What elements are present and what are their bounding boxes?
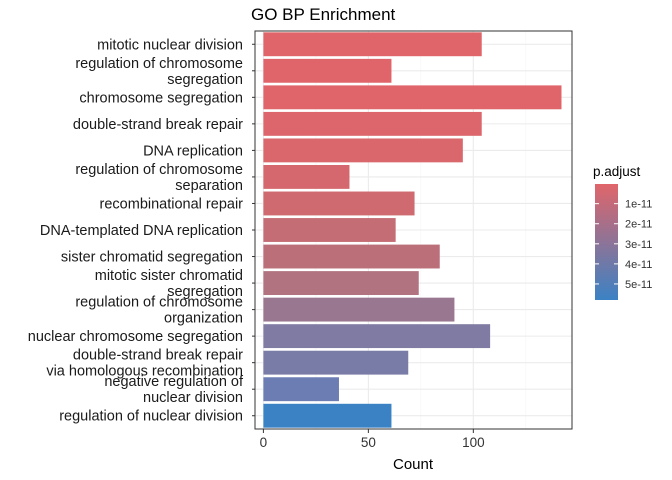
bar <box>263 218 396 242</box>
x-tick-label: 50 <box>361 435 376 450</box>
legend-tick-label: 1e-11 <box>625 199 652 211</box>
bar <box>263 350 409 375</box>
category-label: negative regulation of nuclear division <box>104 374 244 406</box>
category-label: sister chromatid segregation <box>61 250 243 266</box>
category-label: DNA-templated DNA replication <box>40 223 243 239</box>
category-label: regulation of chromosome separation <box>75 162 243 194</box>
category-label: DNA replication <box>143 143 243 159</box>
x-tick-label: 0 <box>260 435 268 450</box>
category-label: nuclear chromosome segregation <box>28 329 243 345</box>
bar <box>263 297 455 322</box>
bar <box>263 403 392 428</box>
color-legend: p.adjust 1e-11 2e-11 3e-11 4e-11 5e-11 <box>593 164 652 300</box>
category-label: chromosome segregation <box>79 90 243 106</box>
bar <box>263 324 491 349</box>
x-axis: 0 50 100 <box>260 429 485 450</box>
x-tick-label: 100 <box>462 435 485 450</box>
bar <box>263 111 482 136</box>
x-axis-label: Count <box>393 456 434 473</box>
chart-title: GO BP Enrichment <box>251 5 396 24</box>
category-label: double-strand break repair <box>73 117 243 133</box>
bar <box>263 138 463 163</box>
bar <box>263 244 440 269</box>
legend-tick-label: 4e-11 <box>625 259 652 271</box>
legend-tick-label: 2e-11 <box>625 219 652 231</box>
bar <box>263 191 415 216</box>
category-axis: mitotic nuclear division regulation of ch… <box>28 37 255 425</box>
category-label: regulation of nuclear division <box>59 409 243 425</box>
bar <box>263 377 339 402</box>
category-label: recombinational repair <box>100 196 244 212</box>
category-label: regulation of chromosome segregation <box>75 56 243 88</box>
category-label: regulation of chromosome organization <box>75 295 243 327</box>
category-label: double-strand break repair via homologous… <box>46 348 243 380</box>
legend-tick-label: 3e-11 <box>625 239 652 251</box>
legend-title: p.adjust <box>593 164 641 179</box>
bar <box>263 32 482 57</box>
category-label: mitotic sister chromatid segregation <box>95 268 243 300</box>
legend-tick-label: 5e-11 <box>625 279 652 291</box>
legend-ticks: 1e-11 2e-11 3e-11 4e-11 5e-11 <box>595 199 652 291</box>
bar <box>263 85 562 110</box>
legend-colorbar <box>595 184 618 300</box>
bar-series <box>263 32 562 428</box>
bar <box>263 58 392 83</box>
category-label: mitotic nuclear division <box>97 37 243 53</box>
bar <box>263 271 419 296</box>
bar <box>263 164 350 189</box>
